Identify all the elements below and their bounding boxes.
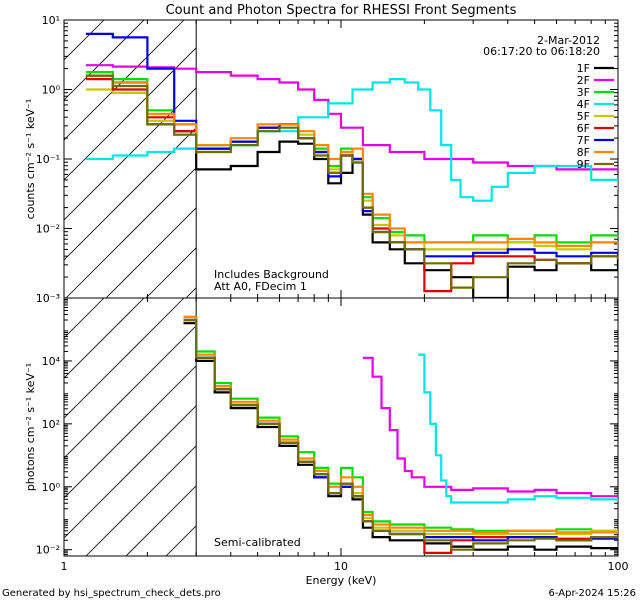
series-line-7F bbox=[183, 318, 618, 542]
bottom-y-tick-labels: 10⁻² 10⁰ 10² 10⁴ bbox=[36, 355, 61, 557]
hatch-line bbox=[185, 287, 197, 298]
hatch-line bbox=[65, 167, 197, 298]
count-spectrum-panel: 10⁻³ 10⁻² 10⁻¹ 10⁰ 10¹ counts cm⁻² s⁻¹ k… bbox=[24, 14, 619, 305]
x-tick-label: 100 bbox=[608, 560, 629, 573]
x-tick-label: 10 bbox=[334, 560, 348, 573]
chart-title: Count and Photon Spectra for RHESSI Fron… bbox=[166, 3, 517, 18]
hatch-line bbox=[64, 20, 105, 61]
hatch-line bbox=[64, 298, 185, 419]
hatch-line bbox=[64, 298, 105, 339]
legend-label-4F: 4F bbox=[577, 98, 590, 111]
legend-label-3F: 3F bbox=[577, 86, 590, 99]
hatch-line bbox=[64, 405, 197, 539]
top-y-axis-label: counts cm⁻² s⁻¹ keV⁻¹ bbox=[24, 99, 37, 220]
bottom-plot-frame bbox=[63, 297, 619, 557]
hatch-line bbox=[125, 485, 197, 556]
annotation-semi-calibrated: Semi-calibrated bbox=[214, 536, 301, 549]
hatch-line bbox=[64, 87, 197, 221]
bottom-hatch-region bbox=[64, 298, 197, 556]
hatch-line bbox=[145, 247, 197, 298]
y-tick-label: 10⁰ bbox=[42, 84, 61, 97]
series-line-8F bbox=[183, 315, 618, 534]
date-label: 2-Mar-2012 bbox=[537, 34, 600, 47]
y-tick-label: 10⁴ bbox=[42, 355, 61, 368]
timestamp-label: 6-Apr-2024 15:26 bbox=[549, 588, 636, 599]
legend-label-7F: 7F bbox=[577, 134, 590, 147]
top-series-group bbox=[85, 32, 618, 298]
annotation-background: Includes Background bbox=[214, 268, 329, 281]
hatch-line bbox=[64, 298, 145, 379]
y-tick-label: 10² bbox=[42, 418, 60, 431]
series-line-4F bbox=[418, 353, 618, 504]
series-line-5F bbox=[183, 318, 618, 536]
time-range-label: 06:17:20 to 06:18:20 bbox=[483, 45, 600, 58]
y-tick-label: 10⁻¹ bbox=[36, 153, 60, 166]
hatch-line bbox=[64, 20, 145, 101]
series-line-2F bbox=[85, 64, 618, 173]
series-line-9F bbox=[85, 74, 618, 289]
top-hatch-region bbox=[64, 20, 197, 298]
series-line-3F bbox=[183, 315, 618, 534]
hatch-line bbox=[64, 365, 197, 499]
annotation-attenuator: Att A0, FDecim 1 bbox=[214, 280, 307, 293]
series-line-1F bbox=[85, 74, 618, 298]
bottom-series-group bbox=[183, 315, 618, 555]
legend-label-2F: 2F bbox=[577, 74, 590, 87]
y-tick-label: 10⁰ bbox=[42, 481, 61, 494]
x-tick-labels: 1 10 100 bbox=[61, 560, 629, 573]
bottom-axis-ticks bbox=[63, 298, 618, 556]
y-tick-label: 10⁻² bbox=[36, 544, 60, 557]
bottom-y-axis-label: photons cm⁻² s⁻¹ keV⁻¹ bbox=[24, 363, 37, 491]
y-tick-label: 10⁻² bbox=[36, 223, 60, 236]
hatch-line bbox=[105, 207, 197, 298]
series-line-8F bbox=[85, 74, 618, 247]
x-tick-label: 1 bbox=[61, 560, 68, 573]
top-y-tick-labels: 10⁻³ 10⁻² 10⁻¹ 10⁰ 10¹ bbox=[36, 14, 61, 305]
series-line-2F bbox=[362, 356, 618, 498]
series-line-4F bbox=[85, 77, 618, 202]
legend-label-9F: 9F bbox=[577, 158, 590, 171]
x-axis-label: Energy (keV) bbox=[306, 574, 377, 587]
series-line-9F bbox=[183, 318, 618, 551]
generated-by-label: Generated by hsi_spectrum_check_dets.pro bbox=[2, 588, 221, 599]
y-tick-label: 10¹ bbox=[42, 14, 60, 27]
legend-label-5F: 5F bbox=[577, 110, 590, 123]
legend-label-1F: 1F bbox=[577, 62, 590, 75]
legend-label-8F: 8F bbox=[577, 146, 590, 159]
series-line-6F bbox=[183, 318, 618, 555]
hatch-line bbox=[64, 325, 197, 459]
hatch-line bbox=[85, 445, 197, 556]
y-tick-label: 10⁻³ bbox=[36, 292, 60, 305]
legend-label-6F: 6F bbox=[577, 122, 590, 135]
photon-spectrum-panel: 10⁻² 10⁰ 10² 10⁴ photons cm⁻² s⁻¹ keV⁻¹ … bbox=[24, 297, 629, 587]
series-line-1F bbox=[183, 322, 618, 551]
hatch-line bbox=[165, 525, 197, 556]
